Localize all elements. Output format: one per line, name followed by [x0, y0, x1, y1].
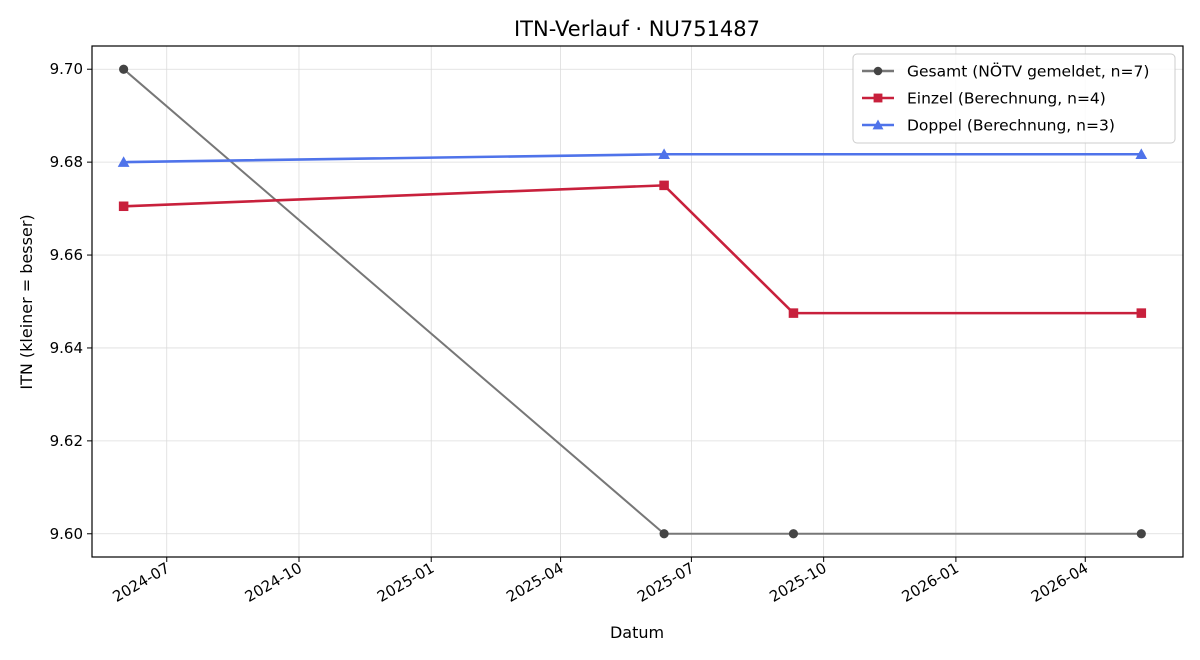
- data-point: [658, 148, 670, 159]
- series-line: [122, 68, 1142, 535]
- y-tick-label: 9.70: [50, 60, 83, 78]
- x-axis-label: Datum: [610, 623, 664, 642]
- legend-item: Einzel (Berechnung, n=4): [862, 90, 1106, 108]
- plot-frame: [91, 45, 1184, 558]
- data-point: [788, 308, 799, 318]
- series-2: [118, 180, 1147, 318]
- chart-title: ITN-Verlauf · NU751487: [514, 17, 760, 41]
- series-3: [117, 148, 1148, 167]
- series-line: [123, 184, 1142, 315]
- data-point: [788, 529, 799, 539]
- legend-label: Doppel (Berechnung, n=3): [907, 117, 1115, 135]
- data-point: [1136, 308, 1147, 318]
- legend-marker: [872, 119, 884, 130]
- data-point: [1136, 529, 1146, 539]
- legend: Gesamt (NÖTV gemeldet, n=7) Einzel (Berec…: [852, 53, 1176, 144]
- data-point: [659, 180, 669, 191]
- series-layer: [117, 64, 1148, 539]
- data-point: [1135, 148, 1148, 159]
- legend-marker: [873, 93, 883, 103]
- data-point: [119, 64, 129, 74]
- data-point: [118, 201, 129, 212]
- y-tick-label: 9.64: [50, 339, 83, 357]
- legend-marker: [873, 66, 883, 76]
- y-axis-label: ITN (kleiner = besser): [17, 214, 36, 389]
- y-tick-label: 9.66: [50, 246, 83, 264]
- legend-item: Doppel (Berechnung, n=3): [862, 117, 1115, 135]
- y-tick-label: 9.62: [50, 432, 83, 450]
- data-point: [659, 529, 669, 539]
- y-tick-label: 9.68: [50, 153, 83, 171]
- series-1: [119, 64, 1146, 539]
- legend-label: Gesamt (NÖTV gemeldet, n=7): [907, 62, 1149, 81]
- legend-box: [852, 53, 1176, 144]
- legend-label: Einzel (Berechnung, n=4): [907, 90, 1106, 108]
- legend-item: Gesamt (NÖTV gemeldet, n=7): [862, 62, 1149, 81]
- grid: [92, 46, 1183, 557]
- data-point: [117, 156, 130, 167]
- y-tick-label: 9.60: [50, 525, 83, 543]
